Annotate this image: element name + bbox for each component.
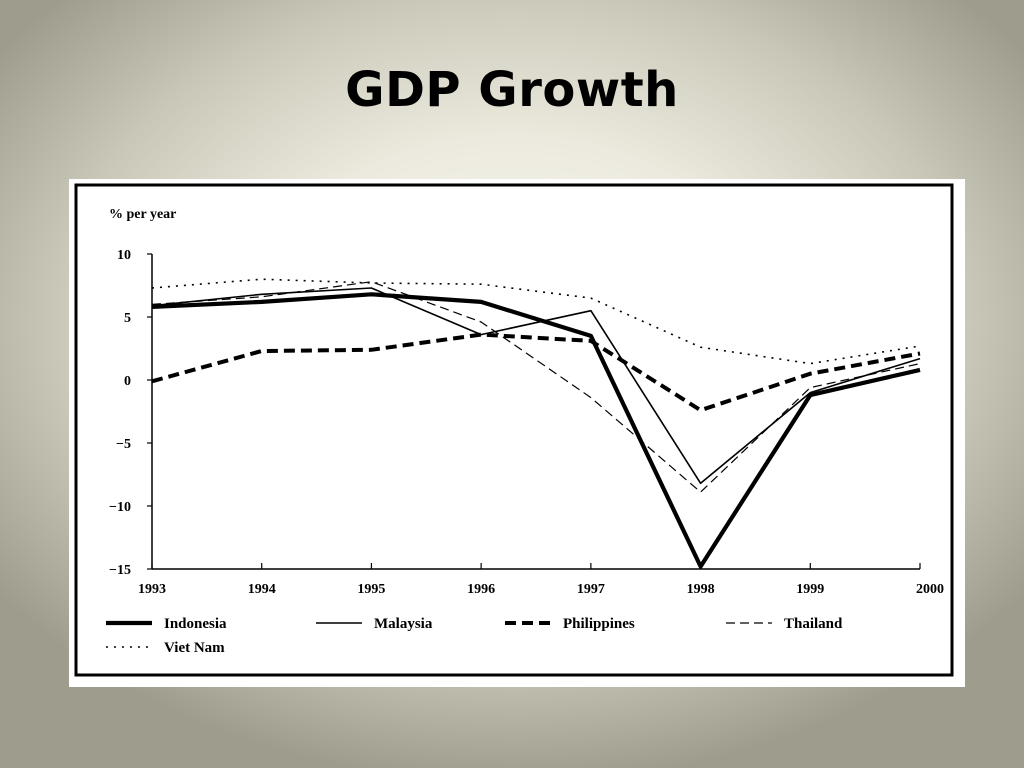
x-tick-label: 1997 (577, 582, 605, 597)
x-tick-label: 2000 (916, 582, 944, 597)
chart-border (74, 183, 954, 677)
y-tick-label: 5 (124, 311, 131, 326)
x-tick-label: 1999 (796, 582, 824, 597)
x-tick-label: 1996 (467, 582, 495, 597)
x-tick-label: 1993 (138, 582, 166, 597)
y-tick-label: −5 (116, 437, 131, 452)
series-lines (151, 278, 921, 569)
x-tick-label: 1995 (357, 582, 385, 597)
axes: 10 5 0 −5 −10 −15 1993 1994 1995 1996 1997 1998 1999… (109, 248, 944, 597)
x-tick-label: 1994 (248, 582, 276, 597)
legend-label-philippines: Philippines (563, 616, 635, 632)
x-tick-label: 1998 (687, 582, 715, 597)
series-line-philippines (151, 332, 921, 413)
series-line-thailand (151, 281, 921, 493)
slide-title: GDP Growth (345, 62, 679, 118)
series-line-indonesia (151, 292, 921, 569)
chart-frame: % per year 10 5 0 −5 −10 −15 1993 1994 1995 1996 1… (69, 179, 965, 687)
legend-label-malaysia: Malaysia (374, 616, 433, 632)
series-line-viet-nam (151, 278, 921, 365)
y-tick-label: −10 (109, 500, 131, 515)
legend: Indonesia Malaysia Philippines Thailand Viet… (106, 616, 843, 656)
y-axis-label: % per year (109, 207, 176, 222)
legend-label-thailand: Thailand (784, 616, 843, 632)
legend-label-indonesia: Indonesia (164, 616, 227, 632)
y-tick-label: −15 (109, 563, 131, 578)
legend-label-viet-nam: Viet Nam (164, 640, 225, 656)
y-tick-label: 10 (117, 248, 131, 263)
y-tick-label: 0 (124, 374, 131, 389)
series-line-malaysia (151, 287, 921, 485)
